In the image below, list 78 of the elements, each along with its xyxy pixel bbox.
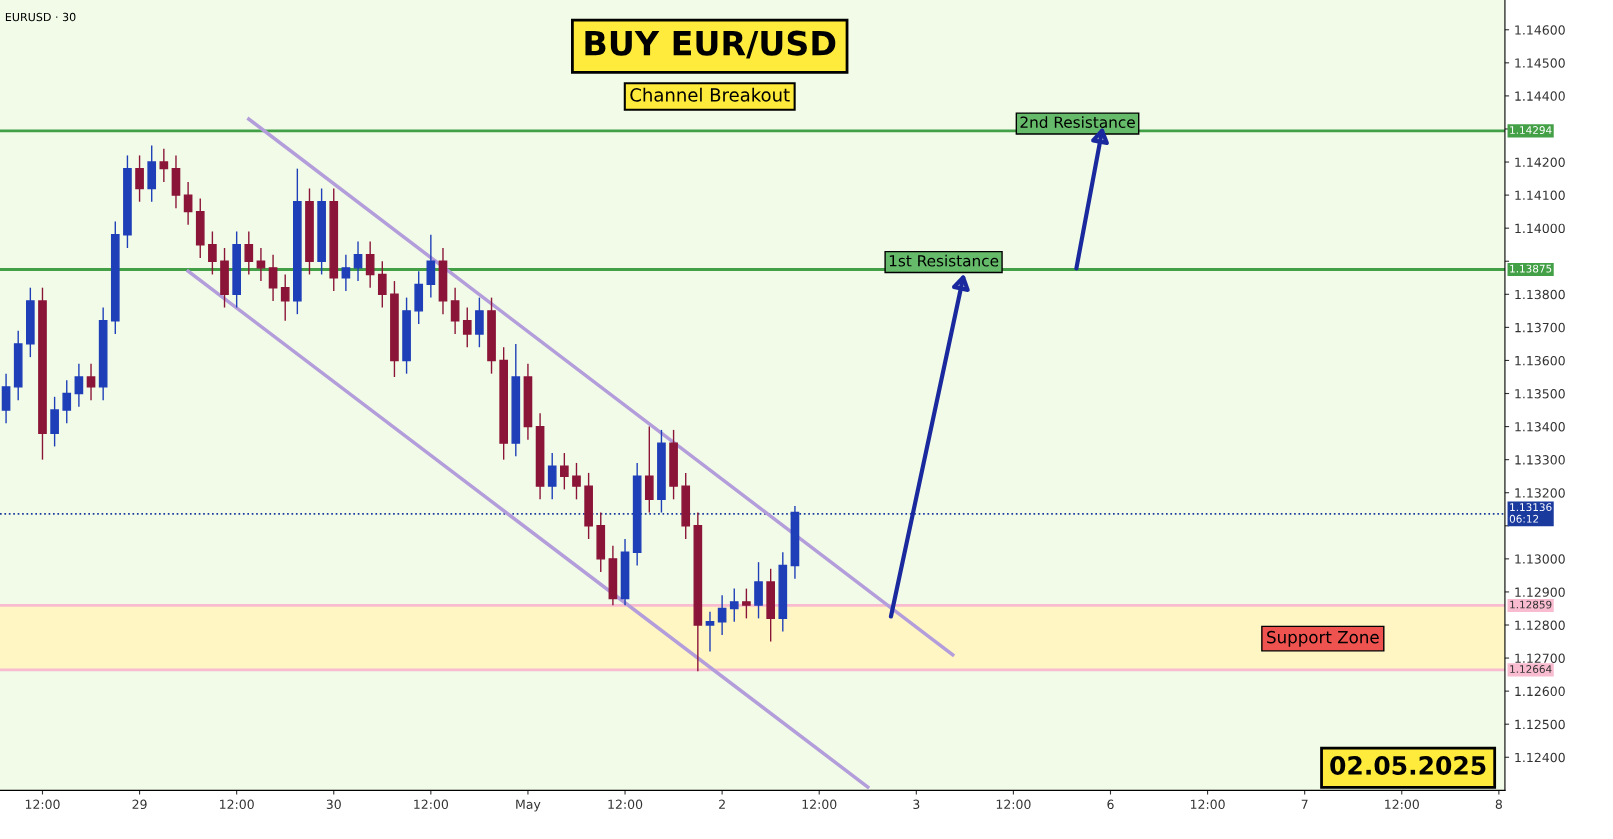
candlestick — [341, 253, 351, 292]
x-tick-label: 8 — [1495, 799, 1502, 810]
y-tick-label: 1.12600 — [1515, 686, 1565, 697]
x-tick-label: 6 — [1107, 799, 1114, 810]
y-tick-label: 1.12500 — [1515, 719, 1565, 730]
candlestick — [50, 396, 59, 448]
annotation: Support Zone — [1267, 630, 1379, 647]
text: Channel Breakout — [630, 87, 790, 102]
y-tick-label: 1.13700 — [1515, 322, 1565, 333]
y-tick-label: 1.14600 — [1515, 25, 1565, 35]
candlestick — [754, 561, 763, 620]
candlestick — [462, 306, 472, 348]
candlestick — [450, 287, 460, 335]
x-tick-label: 2 — [719, 799, 725, 809]
annotation: 1st Resistance — [889, 254, 999, 267]
y-tick-label: 1.14200 — [1515, 157, 1565, 167]
candlestick — [353, 240, 363, 282]
candlestick — [208, 230, 217, 276]
y-tick-label: 1.13500 — [1515, 388, 1565, 399]
candlestick — [62, 379, 72, 424]
y-tick-label: 1.13600 — [1515, 355, 1565, 366]
candlestick — [572, 462, 581, 501]
candlestick — [256, 247, 266, 282]
candlestick — [280, 273, 290, 322]
x-tick-label: 29 — [132, 799, 147, 810]
candlestick — [742, 587, 751, 620]
candlestick — [159, 148, 169, 183]
candlestick — [475, 296, 484, 348]
x-tick-label: 12:00 — [996, 799, 1031, 810]
y-tick-label: 1.14400 — [1515, 91, 1565, 101]
x-tick-label: 12:00 — [1190, 799, 1225, 810]
ref-line-label: 1.13875 — [1510, 264, 1552, 273]
candlestick — [365, 240, 375, 289]
candlestick — [377, 260, 387, 309]
annotation: EURUSD · 30 — [5, 12, 76, 22]
y-tick-label: 1.12800 — [1515, 620, 1565, 630]
x-tick-label: 30 — [326, 799, 341, 810]
x-tick-label: 12:00 — [1385, 799, 1419, 810]
x-tick-label: May — [516, 799, 541, 812]
candlestick — [547, 452, 557, 501]
x-tick-label: 3 — [913, 799, 920, 810]
candlestick — [1, 372, 11, 424]
y-tick-label: 1.13400 — [1515, 422, 1565, 432]
candlestick — [135, 154, 144, 203]
candlestick — [717, 594, 727, 636]
y-tick-label: 1.12900 — [1515, 587, 1565, 597]
candlestick — [729, 587, 739, 623]
candlestick — [183, 181, 193, 226]
ref-line-label: 1.12859 — [1510, 600, 1552, 609]
y-tick-label: 1.13800 — [1515, 289, 1565, 300]
y-tick-label: 1.14500 — [1515, 58, 1565, 68]
y-tick-label: 1.12700 — [1515, 653, 1565, 663]
x-tick-label: 12:00 — [220, 799, 254, 810]
y-tick-label: 1.13300 — [1515, 455, 1565, 465]
x-tick-label: 12:00 — [25, 799, 60, 810]
candlestick — [244, 230, 254, 276]
candlestick — [86, 363, 96, 401]
ref-line-label: 1.12664 — [1510, 665, 1552, 673]
candlestick — [560, 452, 569, 491]
y-tick-label: 1.14000 — [1515, 223, 1565, 234]
annotation: 2nd Resistance — [1020, 116, 1135, 128]
y-tick-label: 1.12400 — [1515, 752, 1565, 763]
annotation: 02.05.2025 — [1330, 756, 1486, 775]
y-tick-label: 1.14100 — [1515, 190, 1565, 201]
candlestick — [426, 234, 436, 299]
x-tick-label: 12:00 — [414, 799, 449, 810]
candlestick — [644, 425, 654, 514]
y-tick-label: 1.13000 — [1515, 554, 1565, 564]
text: BUY EUR/USD — [585, 30, 836, 59]
x-tick-label: 12:00 — [802, 799, 837, 810]
ref-line-label: 1.13136 06:12 — [1509, 503, 1552, 523]
ref-line-label: 1.14294 — [1510, 126, 1552, 134]
candlestick — [705, 611, 715, 653]
y-tick-label: 1.13200 — [1515, 488, 1565, 498]
x-tick-label: 7 — [1301, 799, 1308, 809]
candlestick — [268, 253, 278, 302]
candlestick — [74, 363, 84, 408]
x-tick-label: 12:00 — [608, 799, 643, 810]
